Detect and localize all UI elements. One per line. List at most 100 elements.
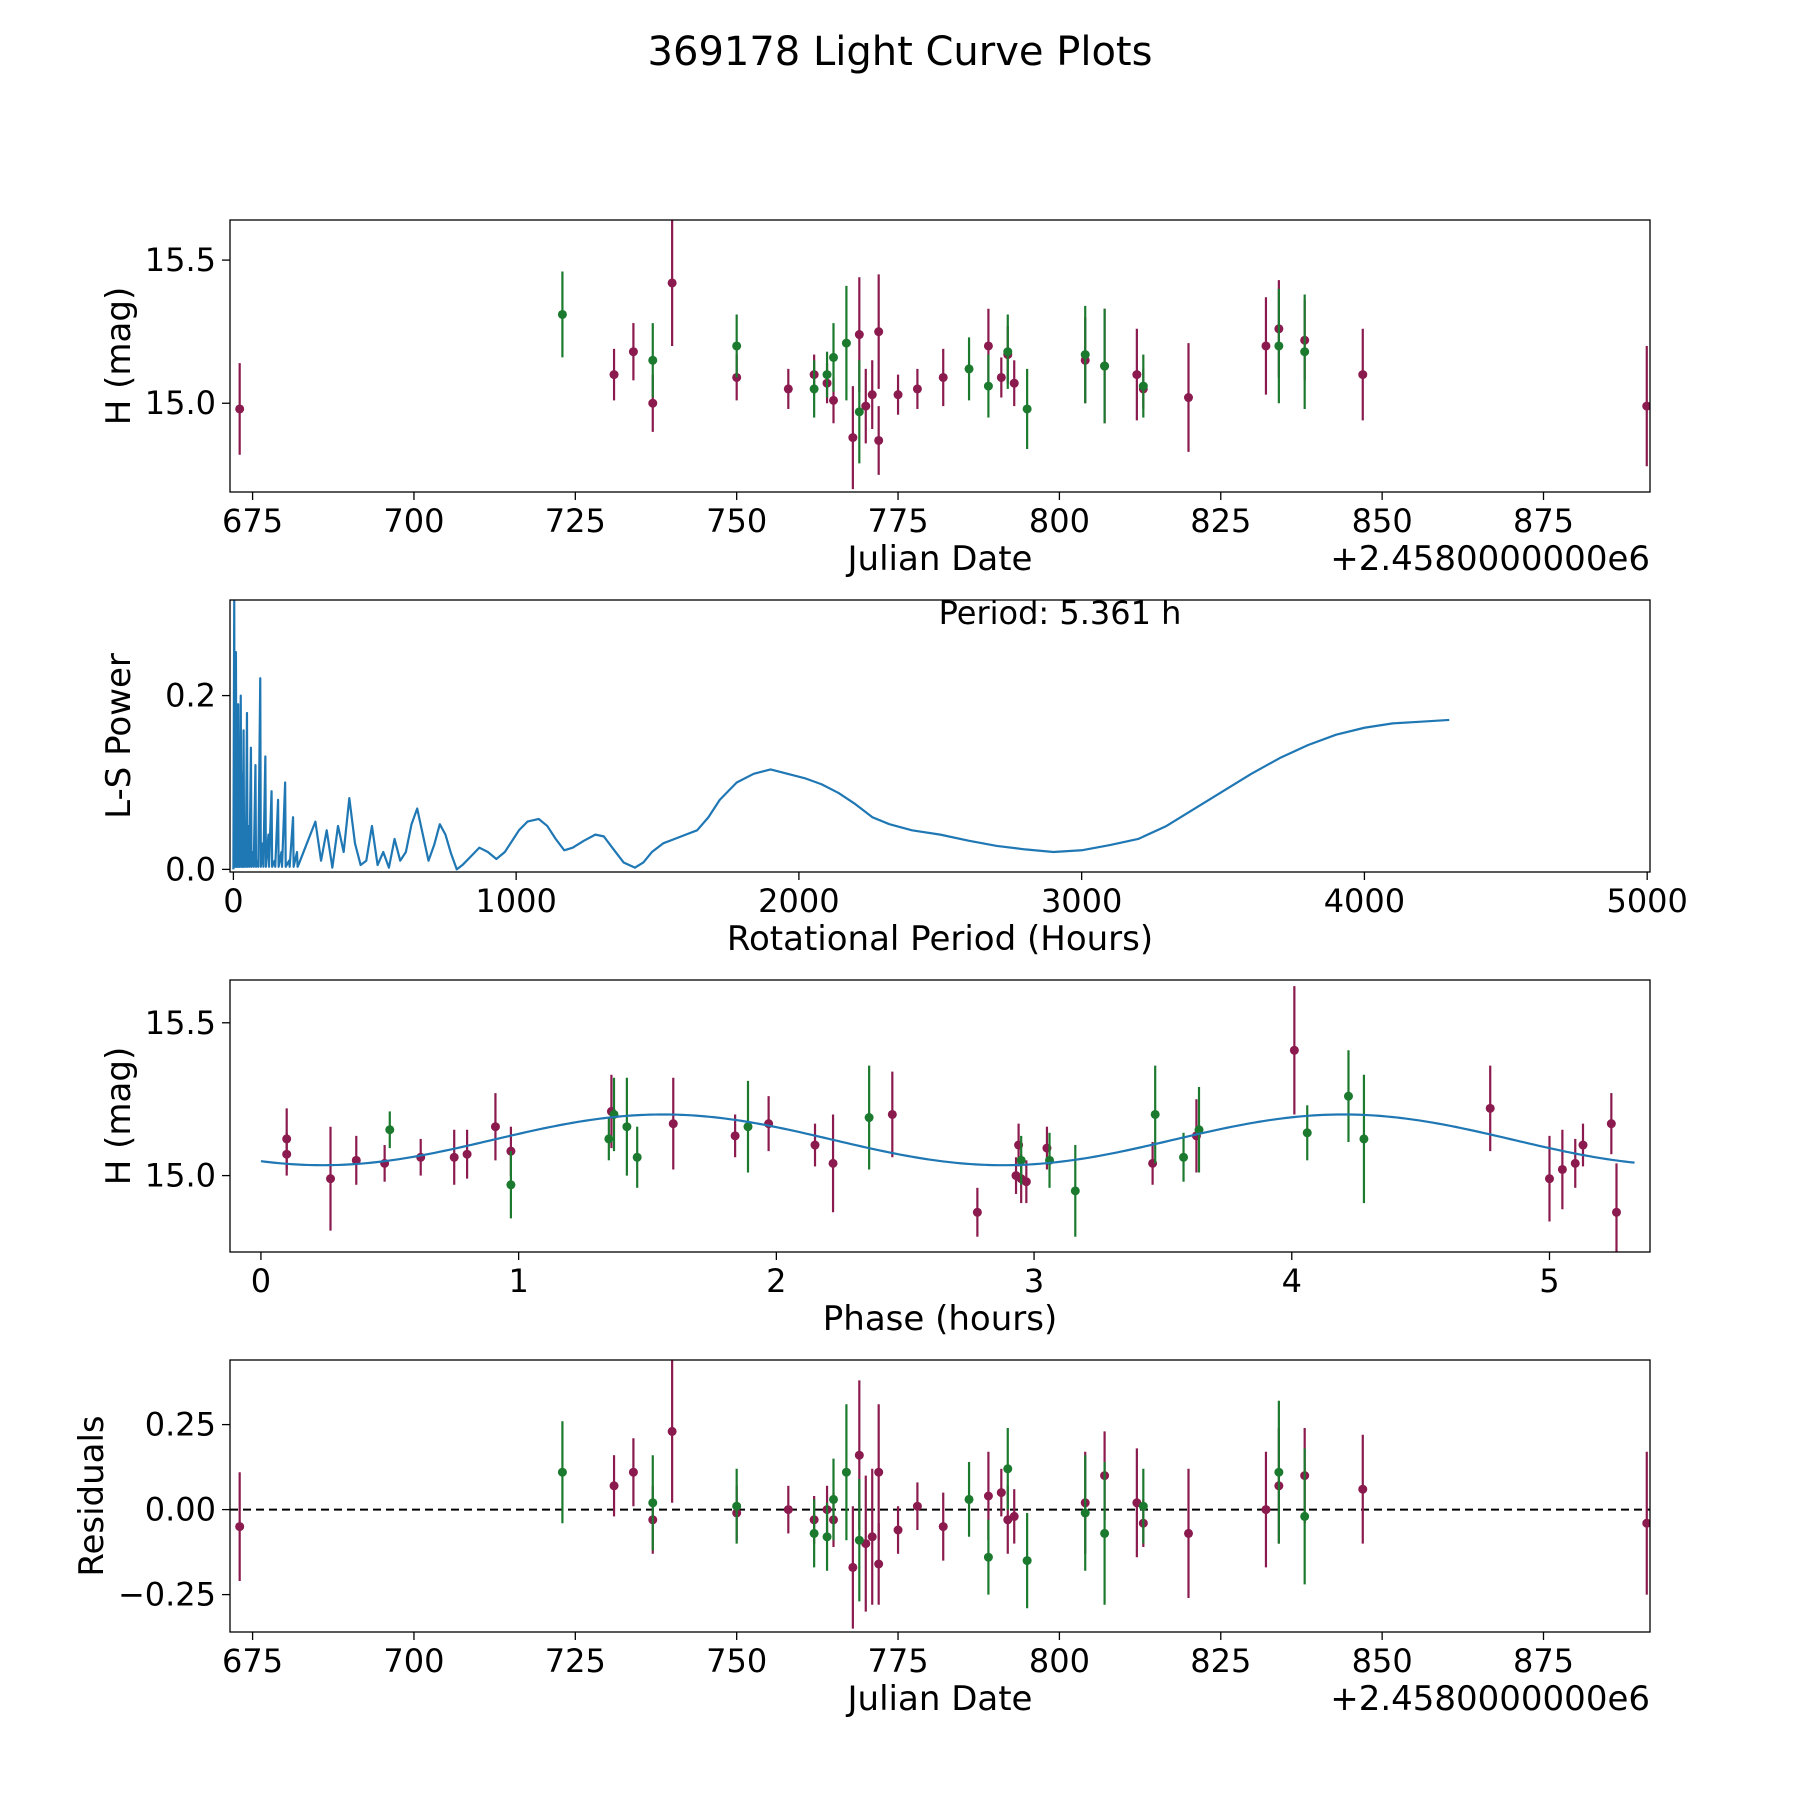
data-point [829,395,838,405]
x-tick-label: 725 [545,1642,606,1680]
data-point [848,433,858,443]
x-tick-label: 2000 [758,882,839,920]
axes-frame [229,1359,1651,1633]
data-point [783,384,793,394]
x-tick-label: 875 [1513,1642,1574,1680]
data-point [1080,1508,1090,1518]
data-point [854,1535,864,1545]
data-point [912,384,922,394]
x-tick-label: 800 [1029,1642,1090,1680]
data-point [867,390,877,400]
data-point [1132,370,1142,380]
data-point [1274,341,1284,351]
data-point [938,372,948,382]
x-tick-label: 4000 [1324,882,1405,920]
data-point [983,341,993,351]
x-tick-label: 750 [706,1642,767,1680]
data-point [609,1481,619,1491]
y-tick-label: 15.5 [145,1004,216,1042]
series-green [557,1400,1310,1609]
y-tick-label: 15.5 [145,241,216,279]
y-axis-label: H (mag) [99,287,139,425]
panels: 675 700 725 750 775 800 825 850 875 15.0 15.5 Julia… [72,219,1688,1719]
data-point [1003,347,1013,357]
x-tick-label: 875 [1513,502,1574,540]
data-point [1009,1511,1019,1521]
x-tick-label: 725 [545,502,606,540]
data-point [1003,1464,1013,1474]
data-point [732,1501,742,1511]
y-tick-label: 0.2 [165,677,216,715]
panel-phased: 0 1 2 3 4 5 15.0 15.5 Phase (hours) H (mag) [99,979,1651,1339]
x-offset-text: +2.4580000000e6 [1330,539,1650,579]
data-point [462,1149,472,1159]
x-tick-label: 1 [508,1262,528,1300]
data-point [604,1134,614,1144]
data-point [668,1119,678,1129]
x-tick-label: 4 [1282,1262,1302,1300]
data-point [667,1426,677,1436]
data-point [1184,1528,1193,1538]
data-point [1022,404,1032,414]
axes-frame [229,599,1651,873]
data-point [1300,1511,1310,1521]
data-point [887,1109,897,1119]
y-tick-label: 15.0 [145,1157,216,1195]
data-point [996,372,1006,382]
y-axis-label: L-S Power [99,653,139,819]
series-green [385,1050,1369,1237]
data-point [841,1467,851,1477]
data-point [1070,1186,1080,1196]
data-point [874,435,884,445]
data-point [622,1122,632,1132]
x-axis-label: Julian Date [846,539,1033,579]
data-point [810,1140,820,1150]
x-tick-label: 5 [1539,1262,1559,1300]
data-point [351,1155,361,1165]
x-tick-label: 3000 [1041,882,1122,920]
data-point [996,1488,1006,1498]
x-axis-label: Rotational Period (Hours) [727,919,1153,959]
data-point [1261,341,1271,351]
data-point [1080,350,1090,360]
data-point [1009,378,1019,388]
data-point [854,1450,864,1460]
x-tick-label: 825 [1190,502,1251,540]
data-point [628,1467,638,1477]
x-offset-text: +2.4580000000e6 [1330,1679,1650,1719]
data-point [854,407,864,417]
x-tick-label: 800 [1029,502,1090,540]
data-point [1557,1164,1567,1174]
data-point [628,347,638,357]
period-annotation: Period: 5.361 h [939,594,1182,632]
data-point [1150,1109,1160,1119]
data-point [1358,1484,1368,1494]
data-point [1343,1091,1353,1101]
plot-area [232,600,1450,871]
data-point [1300,347,1310,357]
y-tick-label: 0.25 [145,1406,216,1444]
y-axis-label: Residuals [72,1415,112,1576]
data-point [972,1207,982,1217]
x-tick-label: 850 [1352,502,1413,540]
data-point [874,327,884,337]
data-point [1179,1152,1189,1162]
panel-periodogram: 0 1000 2000 3000 4000 5000 0.0 0.2 Rotational Pe… [99,594,1688,959]
y-tick-label: 15.0 [145,384,216,422]
panel-lightcurve: 675 700 725 750 775 800 825 850 875 15.0 15.5 Julia… [99,219,1651,579]
axes-frame [229,979,1651,1253]
data-point [1184,393,1193,403]
data-point [235,1522,245,1532]
data-point [964,364,974,374]
data-point [964,1494,974,1504]
data-point [829,1494,838,1504]
data-point [1022,1556,1032,1566]
data-point [235,404,245,414]
x-tick-label: 675 [222,1642,283,1680]
data-point [1544,1174,1554,1184]
data-point [1274,1467,1284,1477]
data-point [1578,1140,1588,1150]
data-point [1302,1128,1312,1138]
